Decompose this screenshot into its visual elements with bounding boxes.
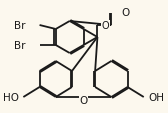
- Text: Br: Br: [14, 21, 25, 31]
- Text: Br: Br: [14, 41, 25, 51]
- Text: OH: OH: [148, 92, 164, 102]
- Text: O: O: [102, 21, 109, 31]
- Text: HO: HO: [3, 92, 19, 102]
- Text: O: O: [122, 7, 130, 17]
- Text: O: O: [79, 96, 88, 106]
